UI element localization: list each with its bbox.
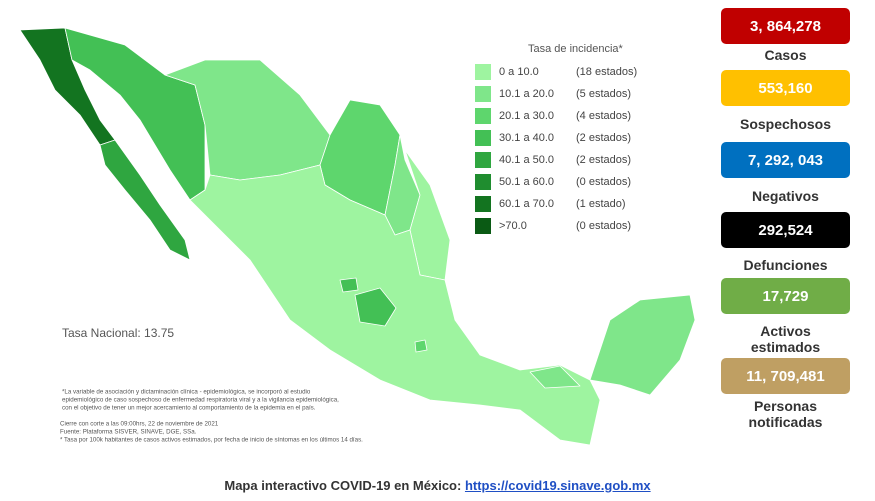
legend-count: (1 estado) — [576, 198, 626, 210]
stat-label: Defunciones — [743, 257, 828, 273]
stat-value: 3, 864,278 — [721, 8, 850, 44]
note-line: *La variable de asociación y dictaminaci… — [62, 389, 311, 396]
legend-swatch — [475, 64, 491, 80]
legend-range: 20.1 a 30.0 — [499, 110, 554, 122]
legend-swatch — [475, 86, 491, 102]
note-line: * Tasa por 100k habitantes de casos acti… — [60, 437, 363, 444]
stat-value: 7, 292, 043 — [721, 142, 850, 178]
legend-swatch — [475, 108, 491, 124]
stat-label: Sospechosos — [739, 116, 832, 132]
state-morelos — [414, 339, 428, 353]
legend-count: (2 estados) — [576, 132, 631, 144]
national-rate: Tasa Nacional: 13.75 — [62, 326, 174, 340]
legend-count: (0 estados) — [576, 220, 631, 232]
stat-value: 11, 709,481 — [721, 358, 850, 394]
stat-label-box: Defunciones — [718, 257, 853, 273]
note-line: Fuente: Plataforma SISVER, SINAVE, DGE, … — [60, 429, 197, 436]
legend-swatch — [475, 152, 491, 168]
stat-label: Casos — [764, 47, 807, 63]
legend-count: (4 estados) — [576, 110, 631, 122]
stat-label: Activos estimados — [750, 323, 821, 355]
stat-label-box: Negativos — [718, 188, 853, 204]
legend-swatch — [475, 130, 491, 146]
legend-swatch — [475, 196, 491, 212]
footer: Mapa interactivo COVID-19 en México: htt… — [0, 478, 875, 493]
legend: 0 a 10.0 (18 estados) 10.1 a 20.0 (5 estado… — [475, 64, 637, 234]
stat-label-box: Casos — [718, 47, 853, 63]
legend-count: (0 estados) — [576, 176, 631, 188]
legend-count: (2 estados) — [576, 154, 631, 166]
legend-range: 50.1 a 60.0 — [499, 176, 554, 188]
legend-title: Tasa de incidencia* — [528, 43, 624, 55]
legend-range: 60.1 a 70.0 — [499, 198, 554, 210]
stat-label: Negativos — [752, 188, 819, 204]
legend-count: (5 estados) — [576, 88, 631, 100]
state-guanajuato — [354, 287, 397, 327]
map: Tasa de incidencia* 0 a 10.0 (18 estados)… — [19, 27, 696, 446]
note-line: epidemiológico de caso sospechoso de enf… — [62, 397, 339, 404]
note-line: con el objetivo de tener un mejor acerca… — [62, 405, 316, 412]
legend-swatch — [475, 218, 491, 234]
states-central — [189, 164, 601, 446]
note-line: Cierre con corte a las 09:00hrs, 22 de n… — [60, 421, 219, 428]
state-aguascalientes — [339, 277, 359, 293]
legend-range: 40.1 a 50.0 — [499, 154, 554, 166]
legend-count: (18 estados) — [576, 66, 637, 78]
state-yucatan-peninsula — [589, 294, 696, 396]
legend-range: 10.1 a 20.0 — [499, 88, 554, 100]
stat-value: 17,729 — [721, 278, 850, 314]
stat-value: 292,524 — [721, 212, 850, 248]
state-tabasco — [529, 365, 581, 389]
legend-range: 30.1 a 40.0 — [499, 132, 554, 144]
footer-text: Mapa interactivo COVID-19 en México: — [224, 478, 462, 493]
legend-range: >70.0 — [499, 220, 527, 232]
notes: *La variable de asociación y dictaminaci… — [60, 389, 363, 444]
footer-link[interactable]: https://covid19.sinave.gob.mx — [464, 478, 651, 493]
stat-label-box: Sospechosos — [718, 116, 853, 132]
stat-value: 553,160 — [721, 70, 850, 106]
stat-label-box: Personas notificadas — [718, 398, 853, 430]
stat-label: Personas notificadas — [748, 398, 823, 430]
legend-range: 0 a 10.0 — [499, 66, 539, 78]
stat-label-box: Activos estimados — [718, 323, 853, 355]
state-baja-california-sur — [99, 139, 191, 261]
legend-swatch — [475, 174, 491, 190]
